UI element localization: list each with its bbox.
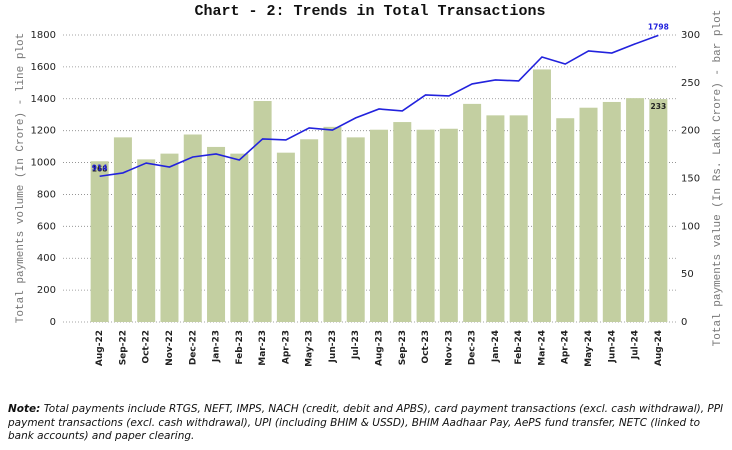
x-tick-label: Oct-23 (421, 330, 431, 364)
bar (393, 122, 412, 322)
bar (509, 115, 528, 322)
x-tick-label: Mar-23 (258, 330, 268, 366)
bar (486, 115, 505, 322)
bar (300, 139, 319, 322)
y-tick-label: 800 (37, 189, 56, 200)
bar-value-label: 233 (651, 102, 667, 111)
bar (207, 146, 226, 322)
y-tick-label: 400 (37, 253, 56, 264)
bar (626, 98, 645, 322)
x-tick-label: Jun-23 (328, 330, 338, 363)
y2-tick-label: 250 (681, 78, 700, 89)
bar (602, 101, 621, 322)
bar (90, 161, 109, 322)
chart: Chart - 2: Trends in Total Transactions … (15, 3, 724, 367)
x-tick-label: Sep-23 (398, 330, 408, 365)
bar (253, 101, 272, 322)
y-tick-label: 600 (37, 221, 56, 232)
x-tick-label: Aug-22 (95, 330, 105, 366)
x-tick-label: Mar-24 (537, 330, 547, 366)
y-tick-label: 1800 (31, 30, 56, 41)
x-tick-label: May-23 (305, 330, 315, 367)
y2-tick-label: 150 (681, 174, 700, 185)
x-tick-label: Jan-24 (491, 330, 501, 363)
x-tick-label: Oct-22 (142, 330, 152, 364)
bar (416, 129, 435, 322)
line (99, 34, 659, 178)
x-tick-label: Apr-23 (281, 330, 291, 364)
bar (183, 134, 202, 322)
bar (230, 153, 249, 322)
bar (439, 128, 458, 322)
bar (276, 152, 295, 322)
bar (370, 129, 388, 322)
bar-value-label: 168 (92, 164, 108, 173)
x-tick-label: Jan-23 (212, 330, 222, 363)
x-tick-label: Feb-23 (235, 330, 245, 365)
x-tick-label: May-24 (584, 330, 594, 367)
x-tick-label: Apr-24 (561, 330, 571, 364)
y2-axis-label: Total payments value (In Rs. Lakh Crore)… (712, 10, 724, 347)
y-tick-label: 200 (37, 285, 56, 296)
x-tick-label: Feb-24 (514, 330, 524, 365)
y2-tick-label: 100 (681, 221, 700, 232)
x-tick-label: Nov-23 (444, 330, 454, 366)
x-tick-label: Aug-24 (654, 330, 664, 366)
bar (463, 103, 482, 322)
line-value-label: 1798 (648, 22, 669, 31)
x-tick-label: Jul-24 (631, 330, 641, 360)
x-tick-label: Dec-23 (468, 330, 478, 365)
y-tick-label: 1400 (31, 94, 56, 105)
y-tick-label: 1200 (31, 126, 56, 137)
chart-title: Chart - 2: Trends in Total Transactions (194, 3, 545, 20)
bar (137, 159, 156, 322)
x-tick-label: Nov-22 (165, 330, 175, 366)
x-tick-label: Jun-24 (607, 330, 617, 363)
x-tick-label: Jul-23 (351, 330, 361, 360)
y-tick-label: 1600 (31, 62, 56, 73)
note: Note: Total payments include RTGS, NEFT,… (8, 403, 726, 444)
y2-tick-label: 300 (681, 30, 700, 41)
x-tick-label: Dec-22 (188, 330, 198, 365)
bar (346, 137, 365, 322)
y2-tick-label: 50 (681, 269, 694, 280)
note-label: Note: (8, 403, 41, 415)
bar (649, 99, 668, 322)
y2-tick-label: 200 (681, 126, 700, 137)
note-text: Total payments include RTGS, NEFT, IMPS,… (8, 403, 724, 443)
y2-tick-label: 0 (681, 317, 687, 328)
bar (556, 118, 575, 322)
bar (323, 126, 342, 322)
bar (532, 69, 551, 322)
x-tick-label: Sep-22 (118, 330, 128, 365)
bar (160, 153, 179, 322)
y-tick-label: 1000 (31, 158, 56, 169)
line-value-label: 914 (92, 163, 108, 172)
x-tick-label: Aug-23 (375, 330, 385, 366)
y-tick-label: 0 (50, 317, 56, 328)
y-axis-label: Total payments volume (In Crore) - line … (15, 33, 27, 323)
bar (579, 107, 598, 322)
bar (113, 137, 132, 322)
